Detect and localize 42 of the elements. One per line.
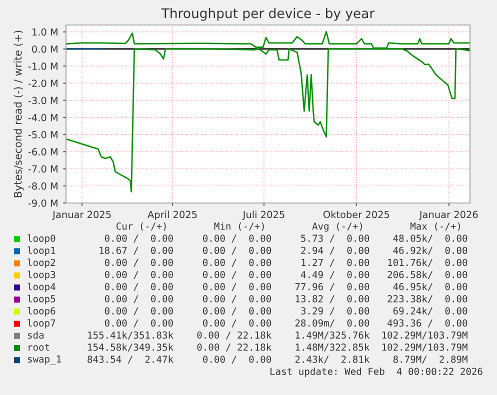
x-tick-label: Juli 2025 — [242, 210, 284, 220]
text: 155.41k/351.83k 0.00 / 22.18k 1.49M/325.76k 102.29M/103.79M — [88, 331, 468, 340]
y-tick-label: -6.0 M — [28, 148, 58, 156]
y-tick-label: -1.0 M — [28, 62, 58, 70]
text: 0.00 / 0.00 0.00 / 0.00 1.27 / 0.00 101.76k/ 0.00 — [104, 258, 468, 267]
text: 843.54 / 2.47k 0.00 / 0.00 2.43k/ 2.81k 8.79M/ 2.89M — [88, 355, 468, 364]
legend-label: loop3 — [28, 270, 56, 280]
legend-label: loop4 — [28, 282, 56, 292]
y-tick-label: 1.0 M — [32, 28, 58, 36]
legend-label: loop7 — [28, 319, 56, 328]
legend-label: loop5 — [28, 294, 56, 304]
legend-label: root — [28, 344, 50, 351]
y-tick-label: -3.0 M — [28, 96, 58, 104]
text: 0.00 / 0.00 0.00 / 0.00 77.96 / 0.00 46.95k/ 0.00 — [104, 282, 468, 292]
x-tick-label: Januar 2026 — [418, 210, 478, 220]
y-tick-label: -2.0 M — [28, 80, 58, 88]
text: 0.00 / 0.00 0.00 / 0.00 3.29 / 0.00 69.24k/ 0.00 — [104, 307, 468, 316]
text: 0.00 / 0.00 0.00 / 0.00 5.73 / 0.00 48.05k/ 0.00 — [104, 234, 468, 243]
y-axis-title: Bytes/second read (-) / write (+) — [14, 30, 24, 198]
text: Cur (-/+) Min (-/+) Avg (-/+) Max (-/+) — [116, 222, 460, 232]
text: 18.67 / 0.00 0.00 / 0.00 2.94 / 0.00 46.92k/ 0.00 — [100, 246, 468, 255]
y-tick-label: 0.0 M — [32, 45, 58, 53]
legend-label: swap_1 — [28, 356, 61, 365]
text: 0.00 / 0.00 0.00 / 0.00 28.09m/ 0.00 493.36 / 0.00 — [104, 319, 468, 328]
x-tick-label: Oktober 2025 — [323, 210, 390, 218]
y-tick-label: -4.0 M — [28, 114, 58, 122]
text: 0.00 / 0.00 0.00 / 0.00 4.49 / 0.00 206.58k/ 0.00 — [104, 270, 468, 279]
text: 154.58k/349.35k 0.00 / 22.18k 1.48M/322.85k 102.29M/103.79M — [88, 343, 468, 352]
legend-label: loop2 — [28, 258, 56, 268]
text: 0.00 / 0.00 0.00 / 0.00 13.82 / 0.00 223.38k/ 0.00 — [104, 294, 468, 304]
y-tick-label: -9.0 M — [28, 199, 58, 207]
legend-label: sda — [28, 331, 44, 339]
legend-label: loop6 — [28, 307, 56, 316]
text: Last update: Wed Feb 4 00:00:22 2026 — [270, 368, 482, 377]
y-tick-label: -5.0 M — [28, 131, 58, 138]
x-tick-label: Januar 2025 — [52, 210, 111, 220]
y-tick-label: -7.0 M — [28, 165, 58, 173]
y-tick-label: -8.0 M — [28, 182, 58, 190]
legend-label: loop1 — [28, 246, 56, 256]
legend-label: loop0 — [28, 234, 56, 244]
x-tick-label: April 2025 — [148, 210, 197, 220]
chart-title: Throughput per device - by year — [161, 8, 375, 21]
